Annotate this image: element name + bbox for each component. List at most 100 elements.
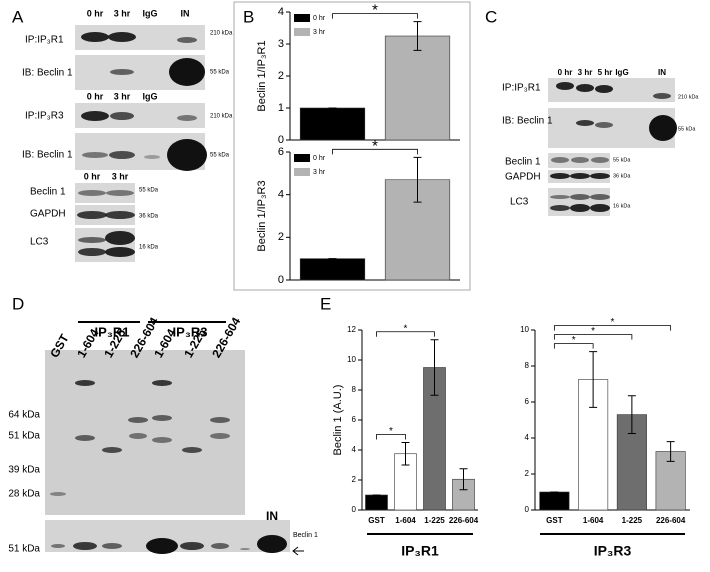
significance: * — [372, 137, 378, 154]
lane-label: IgG — [615, 68, 628, 77]
bracket — [376, 434, 406, 440]
lane-label: IN — [266, 509, 278, 523]
band — [556, 82, 574, 90]
error-bar — [401, 442, 410, 466]
band — [570, 194, 590, 200]
band — [591, 157, 609, 163]
size-label: 36 kDa — [613, 173, 631, 179]
group-label: IP₃R3 — [173, 324, 208, 339]
y-axis-label: Beclin 1/IP₃R1 — [256, 40, 268, 111]
y-tick-label: 6 — [278, 146, 284, 158]
band — [570, 204, 590, 212]
lane-label: 3 hr — [114, 8, 131, 18]
legend-swatch — [294, 154, 310, 162]
error-bar — [413, 156, 422, 203]
bar — [384, 35, 451, 141]
y-tick-label: 2 — [278, 231, 284, 243]
marker-label: 28 kDa — [8, 489, 40, 500]
y-tick-label: 4 — [525, 433, 530, 442]
marker-label: 64 kDa — [8, 410, 40, 421]
y-tick-label: 8 — [525, 361, 530, 370]
row-label: Beclin 1 — [505, 157, 541, 168]
panel-label: C — [485, 7, 497, 26]
band — [550, 195, 570, 199]
row-label: GAPDH — [505, 172, 541, 183]
band — [152, 380, 172, 386]
row-label: Beclin 1 — [30, 187, 66, 198]
y-tick-label: 0 — [278, 274, 284, 286]
band — [78, 190, 106, 196]
significance: * — [389, 426, 393, 437]
band — [102, 447, 122, 453]
band — [210, 417, 230, 423]
y-tick-label: 0 — [278, 134, 284, 146]
bracket — [332, 148, 418, 155]
band — [78, 248, 106, 256]
band — [82, 152, 108, 158]
band — [595, 85, 613, 93]
row-label: LC3 — [30, 237, 49, 248]
row-label: IP:IP₃R1 — [25, 35, 64, 46]
arrow — [292, 546, 304, 556]
row-label: IB: Beclin 1 — [22, 68, 73, 79]
y-tick-label: 1 — [278, 102, 284, 114]
y-tick-label: 4 — [352, 445, 357, 454]
band — [177, 115, 197, 121]
band — [180, 542, 204, 550]
y-tick-label: 3 — [278, 38, 284, 50]
band — [182, 447, 202, 453]
size-label: 210 kDa — [210, 31, 233, 37]
lane-label: 5 hr — [598, 68, 613, 77]
legend-swatch — [294, 14, 310, 22]
significance: * — [404, 323, 408, 334]
size-label: 55 kDa — [678, 126, 696, 132]
band — [590, 194, 610, 200]
row-label: GAPDH — [30, 209, 66, 220]
x-tick-label: 1-225 — [424, 516, 445, 525]
size-label: 210 kDa — [678, 94, 699, 100]
lane-label: 3 hr — [578, 68, 593, 77]
size-label: 55 kDa — [210, 70, 230, 76]
band — [571, 157, 589, 163]
y-tick-label: 6 — [352, 415, 357, 424]
panel-label: A — [12, 7, 24, 26]
legend-swatch — [294, 168, 310, 176]
significance: * — [611, 317, 615, 328]
band — [595, 122, 613, 128]
band — [576, 120, 594, 126]
error-bar — [627, 395, 636, 434]
error-bar — [430, 339, 439, 396]
x-tick-label: GST — [368, 516, 385, 525]
band — [129, 433, 147, 439]
y-tick-label: 2 — [278, 70, 284, 82]
lane-label: IgG — [143, 8, 158, 18]
legend-label: 3 hr — [313, 29, 326, 36]
band — [105, 211, 135, 219]
bracket — [376, 331, 435, 337]
lane-label: IN — [181, 8, 190, 18]
band — [167, 139, 207, 171]
marker-label: 51 kDa — [8, 544, 40, 555]
size-label: 16 kDa — [613, 203, 631, 209]
legend-label: 3 hr — [313, 169, 326, 176]
error-bar — [666, 441, 675, 462]
band — [576, 84, 594, 92]
lane-label: 3 hr — [114, 91, 131, 101]
bar — [365, 494, 388, 511]
y-tick-label: 2 — [525, 469, 530, 478]
bar — [299, 107, 366, 141]
panel-label: D — [12, 294, 24, 313]
x-tick-label: 1-604 — [395, 516, 416, 525]
y-tick-label: 8 — [352, 385, 357, 394]
band — [550, 173, 570, 179]
bracket — [553, 343, 594, 349]
x-tick-label: 226-604 — [449, 516, 479, 525]
error-bar — [413, 21, 422, 51]
y-tick-label: 0 — [525, 505, 530, 514]
legend-label: 0 hr — [313, 15, 326, 22]
error-bar — [459, 468, 468, 491]
x-tick-label: 1-225 — [622, 516, 643, 525]
band — [75, 380, 95, 386]
band — [653, 93, 671, 99]
y-tick-label: 10 — [347, 355, 356, 364]
